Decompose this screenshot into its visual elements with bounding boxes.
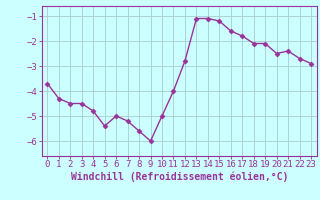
X-axis label: Windchill (Refroidissement éolien,°C): Windchill (Refroidissement éolien,°C): [70, 172, 288, 182]
